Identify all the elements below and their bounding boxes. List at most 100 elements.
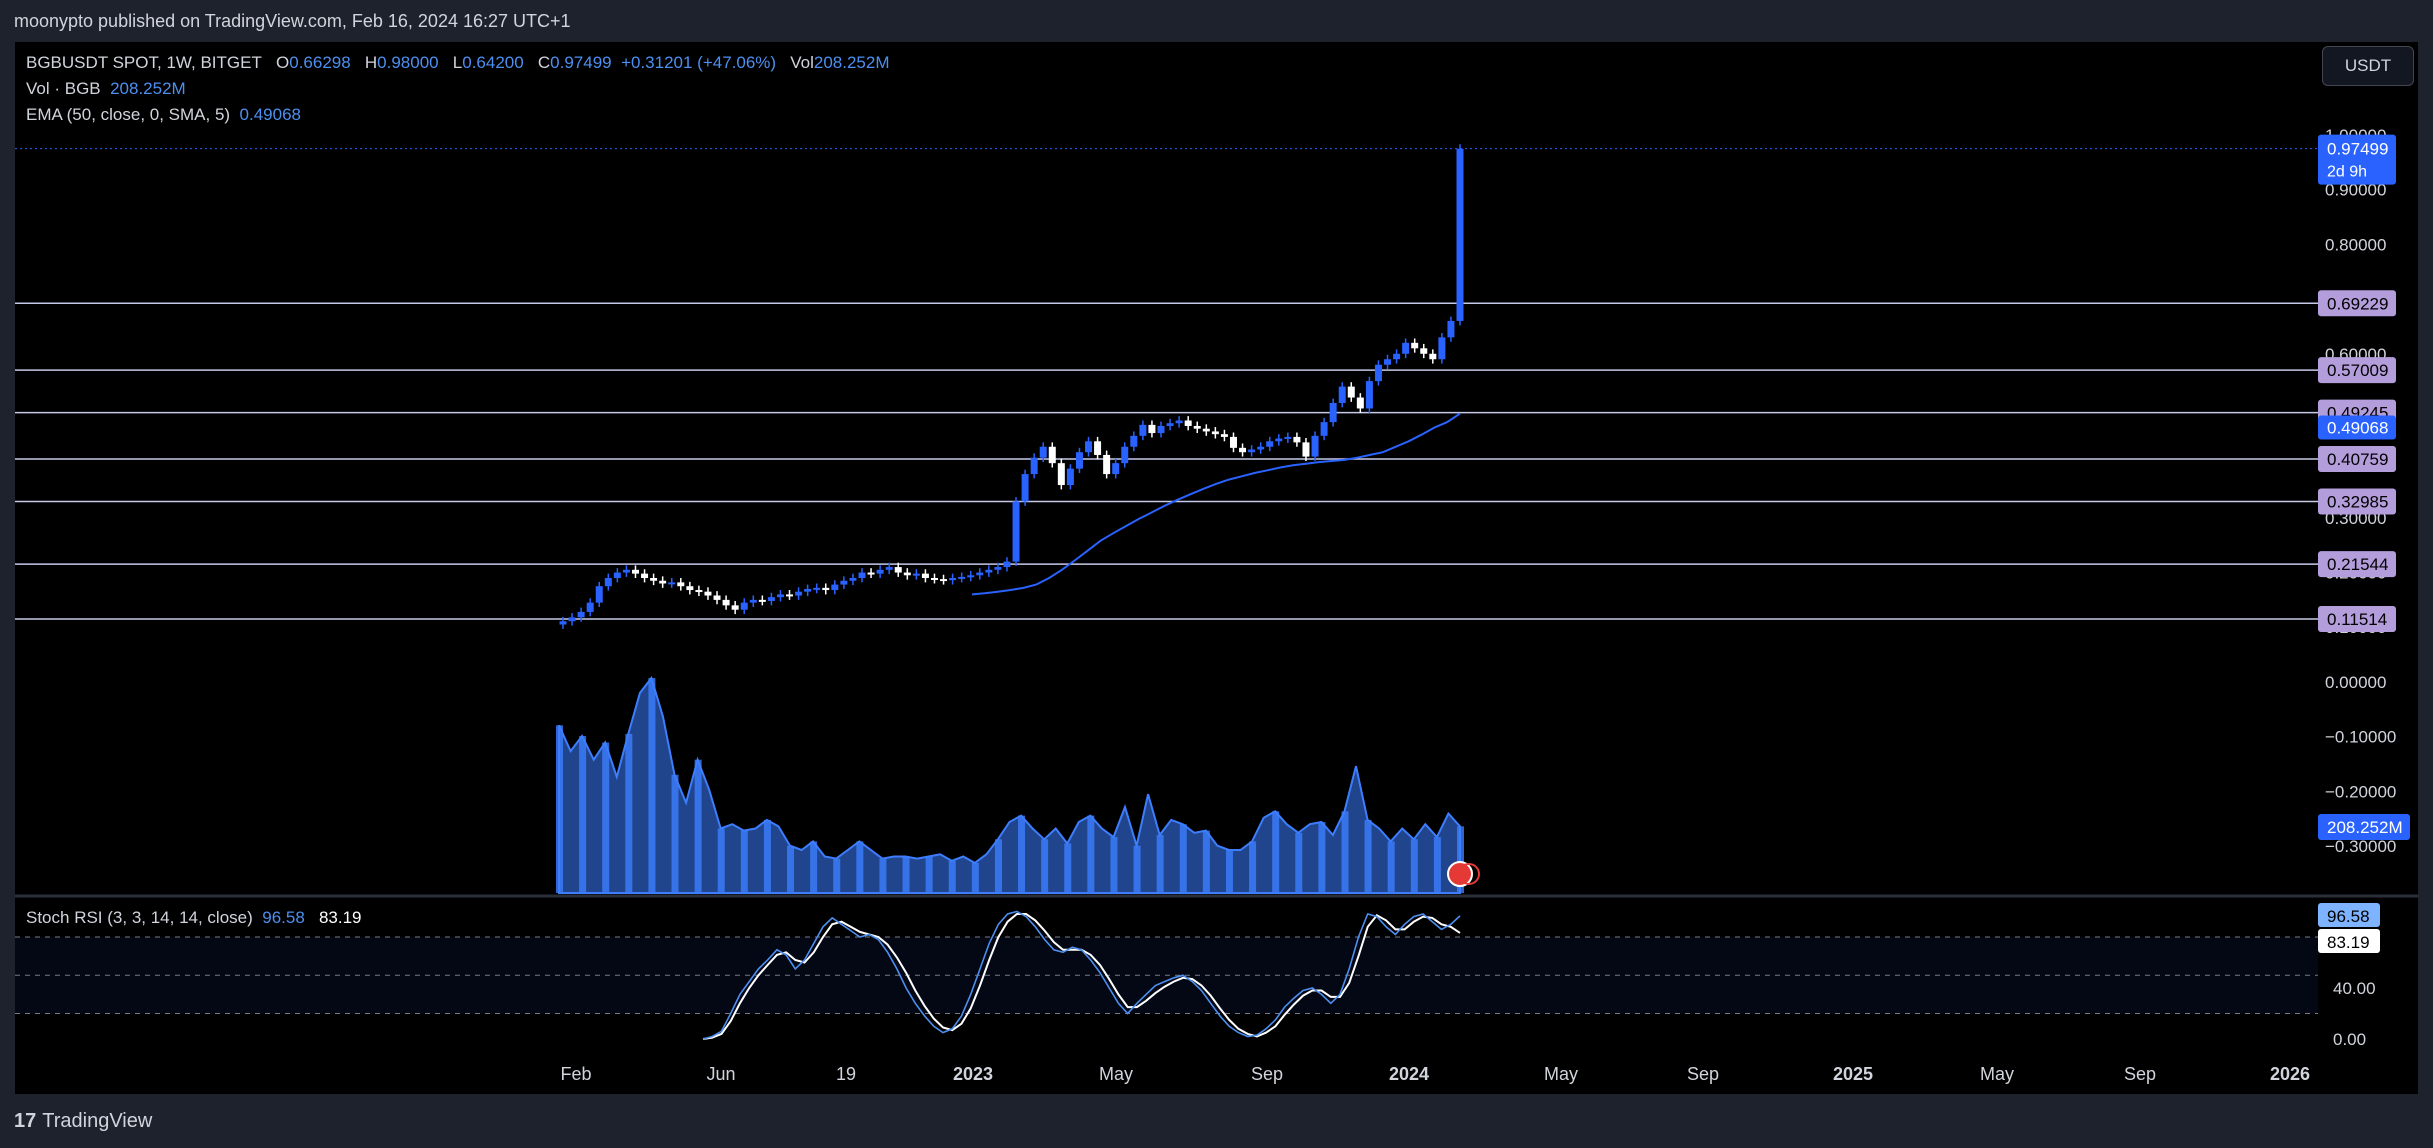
candle-body xyxy=(713,595,721,600)
level-price-label: 0.69229 xyxy=(2327,294,2388,313)
price-axis-tick: 0.00000 xyxy=(2325,673,2386,692)
tradingview-brand: TradingView xyxy=(42,1110,153,1132)
symbol-legend: BGBUSDT SPOT, 1W, BITGET O0.66298 H0.980… xyxy=(26,53,890,73)
candle-body xyxy=(695,590,703,593)
time-axis-tick: 19 xyxy=(836,1064,856,1084)
candle-body xyxy=(958,576,966,579)
time-axis-tick: Feb xyxy=(560,1064,591,1084)
tradingview-logo[interactable]: 17 TradingView xyxy=(14,1110,152,1133)
candle-body xyxy=(1193,425,1201,429)
candle-body xyxy=(722,599,730,606)
high-value: 0.98000 xyxy=(377,53,439,72)
change-value: +0.31201 (+47.06%) xyxy=(621,53,777,72)
candle-body xyxy=(849,578,857,581)
candle-body xyxy=(1393,353,1401,360)
candle-body xyxy=(912,573,920,576)
tradingview-logo-icon: 17 xyxy=(14,1110,37,1132)
publish-info: moonypto published on TradingView.com, F… xyxy=(14,11,571,31)
volume-bar xyxy=(994,839,1002,893)
stoch-k-tag xyxy=(2318,903,2380,927)
level-price-tag xyxy=(2318,290,2396,317)
level-price-label: 0.40759 xyxy=(2327,450,2388,469)
footer: 17 TradingView xyxy=(0,1094,2433,1148)
vol-label: Vol xyxy=(790,53,814,72)
volume-bar xyxy=(1202,830,1210,893)
candle-body xyxy=(1039,446,1047,458)
candle-body xyxy=(894,567,902,573)
time-axis-tick: Sep xyxy=(1687,1064,1719,1084)
symbol-name[interactable]: BGBUSDT SPOT, 1W, BITGET xyxy=(26,53,262,72)
candle-body xyxy=(1184,420,1192,426)
volume-bar xyxy=(648,678,656,893)
volume-bar xyxy=(1179,824,1187,893)
candle-body xyxy=(1248,449,1256,453)
level-price-tag xyxy=(2318,446,2396,473)
volume-bar xyxy=(833,858,841,893)
candle-body xyxy=(1166,423,1174,426)
volume-bar xyxy=(971,862,979,893)
candle-body xyxy=(1202,428,1210,432)
candle-body xyxy=(795,591,803,596)
candle-body xyxy=(1003,561,1011,568)
candle-body xyxy=(622,569,630,573)
currency-button[interactable]: USDT xyxy=(2322,46,2414,86)
publish-bar: moonypto published on TradingView.com, F… xyxy=(0,0,2433,42)
candle-body xyxy=(804,588,812,592)
candle-body xyxy=(967,575,975,578)
candle-body xyxy=(994,567,1002,570)
volume-tag xyxy=(2318,814,2410,840)
volume-bar xyxy=(879,858,887,893)
volume-bar xyxy=(1364,819,1372,893)
candle-body xyxy=(595,586,603,603)
volume-bar xyxy=(902,856,910,893)
time-axis-tick: May xyxy=(1980,1064,2014,1084)
volume-bar xyxy=(1156,834,1164,893)
candle-body xyxy=(1094,441,1102,455)
ema-legend[interactable]: EMA (50, close, 0, SMA, 5) 0.49068 xyxy=(26,105,301,125)
volume-bar xyxy=(1272,811,1280,893)
candle-body xyxy=(921,573,929,579)
ema-price-tag xyxy=(2318,415,2396,440)
price-axis-tick: −0.30000 xyxy=(2325,837,2396,856)
stoch-axis-tick: 0.00 xyxy=(2333,1030,2366,1049)
volume-bar xyxy=(694,759,702,893)
candle-body xyxy=(1447,320,1455,338)
candle-body xyxy=(1257,446,1265,450)
candle-body xyxy=(840,580,848,585)
time-axis-tick: May xyxy=(1099,1064,1133,1084)
price-axis-tick: 0.90000 xyxy=(2325,181,2386,200)
volume-legend[interactable]: Vol · BGB 208.252M xyxy=(26,79,186,99)
candle-body xyxy=(813,587,821,590)
candle-body xyxy=(1438,337,1446,360)
candle-body xyxy=(1284,436,1292,439)
candle-body xyxy=(776,594,784,598)
candle-body xyxy=(858,572,866,579)
time-axis-tick: 2025 xyxy=(1833,1064,1873,1084)
candle-body xyxy=(1229,436,1237,448)
level-price-label: 0.57009 xyxy=(2327,361,2388,380)
candle-body xyxy=(949,578,957,581)
candle-body xyxy=(1275,438,1283,442)
level-price-tag xyxy=(2318,605,2396,632)
candle-body xyxy=(613,572,621,579)
close-value: 0.97499 xyxy=(550,53,612,72)
candle-body xyxy=(1048,446,1056,464)
volume-tag-label: 208.252M xyxy=(2327,818,2403,837)
volume-bar xyxy=(556,725,563,893)
candle-body xyxy=(586,602,594,612)
time-axis-tick: Sep xyxy=(2124,1064,2156,1084)
chart-area[interactable] xyxy=(15,42,2418,1094)
time-axis-tick: Jun xyxy=(706,1064,735,1084)
chart-canvas[interactable]: 1.000000.900000.800000.700000.600000.500… xyxy=(0,0,2433,1094)
volume-area xyxy=(558,675,1461,894)
candle-body xyxy=(1075,452,1083,469)
candle-body xyxy=(686,586,694,591)
candle-body xyxy=(749,599,757,603)
stoch-legend[interactable]: Stoch RSI (3, 3, 14, 14, close) 96.58 83… xyxy=(26,908,362,928)
candle-body xyxy=(1211,431,1219,435)
candle-body xyxy=(786,594,794,597)
candle-body xyxy=(1239,447,1247,453)
candle-body xyxy=(1320,422,1328,436)
candle-body xyxy=(930,578,938,581)
volume-bar xyxy=(1249,841,1257,893)
